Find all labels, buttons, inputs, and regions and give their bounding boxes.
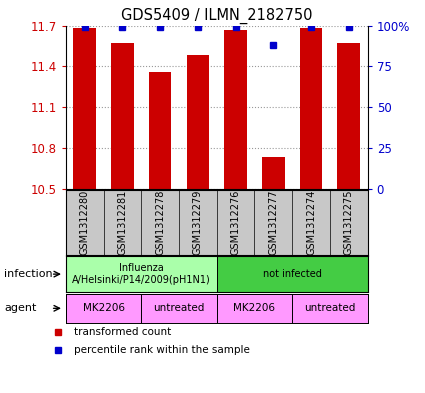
Text: GSM1312281: GSM1312281 [117,189,128,255]
Bar [292,294,368,323]
Text: GSM1312278: GSM1312278 [155,189,165,255]
Text: GSM1312279: GSM1312279 [193,189,203,255]
Text: GSM1312277: GSM1312277 [268,189,278,255]
Text: untreated: untreated [304,303,356,313]
Bar [217,256,368,292]
Text: MK2206: MK2206 [233,303,275,313]
Bar [74,28,96,189]
Bar [141,294,217,323]
Text: GSM1312280: GSM1312280 [80,189,90,255]
Bar [217,294,292,323]
Bar [300,28,322,189]
Bar [262,157,285,189]
Text: infection: infection [4,269,53,279]
Text: untreated: untreated [153,303,205,313]
Text: agent: agent [4,303,37,313]
Bar [224,29,247,189]
Bar [149,72,171,189]
Bar [66,256,217,292]
Bar [337,43,360,189]
Text: percentile rank within the sample: percentile rank within the sample [74,345,249,355]
Text: MK2206: MK2206 [82,303,125,313]
Text: not infected: not infected [263,269,322,279]
Text: GSM1312276: GSM1312276 [231,189,241,255]
Text: Influenza
A/Helsinki/P14/2009(pH1N1): Influenza A/Helsinki/P14/2009(pH1N1) [72,263,211,285]
Bar [187,55,209,189]
Bar [66,294,141,323]
Text: GSM1312275: GSM1312275 [344,189,354,255]
Title: GDS5409 / ILMN_2182750: GDS5409 / ILMN_2182750 [121,8,312,24]
Text: transformed count: transformed count [74,327,171,337]
Bar [111,43,134,189]
Text: GSM1312274: GSM1312274 [306,189,316,255]
